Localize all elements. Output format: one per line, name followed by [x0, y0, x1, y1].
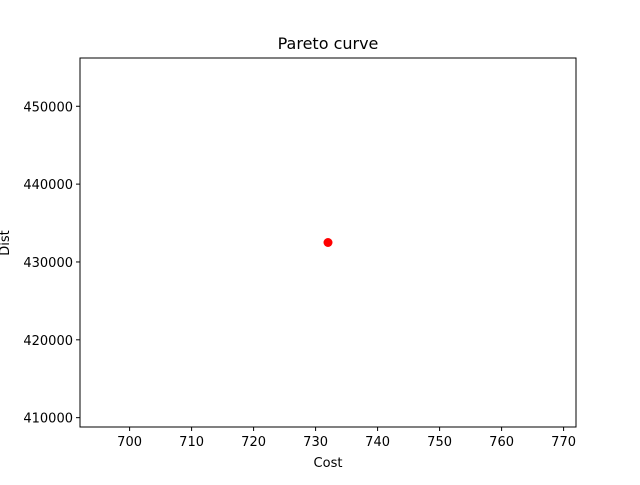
x-tick-label: 770: [551, 435, 576, 450]
x-tick-label: 750: [427, 435, 452, 450]
y-axis-ticks: 410000 420000 430000 440000 450000: [23, 100, 80, 427]
x-axis-ticks: 700 710 720 730 740 750 760 770: [117, 427, 576, 450]
y-tick-label: 410000: [23, 412, 73, 427]
x-tick-label: 710: [179, 435, 204, 450]
x-axis-label: Cost: [314, 456, 343, 471]
chart-title: Pareto curve: [278, 34, 379, 53]
y-tick-label: 420000: [23, 334, 73, 349]
x-tick-label: 740: [365, 435, 390, 450]
data-points: [323, 238, 333, 247]
x-tick-label: 760: [489, 435, 514, 450]
x-tick-label: 720: [241, 435, 266, 450]
x-tick-label: 730: [303, 435, 328, 450]
y-axis-label: Dist: [0, 230, 13, 256]
y-tick-label: 450000: [23, 100, 73, 115]
y-tick-label: 430000: [23, 256, 73, 271]
y-tick-label: 440000: [23, 178, 73, 193]
data-point: [323, 238, 333, 247]
x-tick-label: 700: [117, 435, 142, 450]
